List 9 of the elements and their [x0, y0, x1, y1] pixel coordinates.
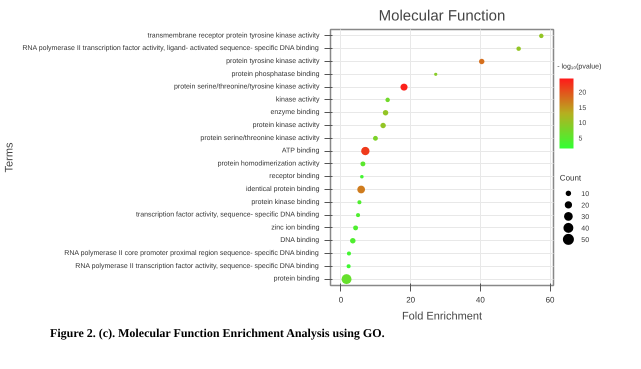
chart-title: Molecular Function	[378, 8, 506, 24]
x-tick-label: 0	[338, 296, 344, 304]
y-axis-title: Terms	[3, 142, 16, 172]
x-tick-label: 20	[406, 296, 416, 304]
caption: Figure 2. (c). Molecular Function Enrichment Analysis using GO.	[50, 325, 385, 342]
legend-title: Count	[560, 173, 582, 182]
x-axis-title: Fold Enrichment	[402, 310, 482, 322]
x-tick-label: 40	[476, 296, 486, 304]
x-tick-label: 60	[546, 296, 556, 304]
